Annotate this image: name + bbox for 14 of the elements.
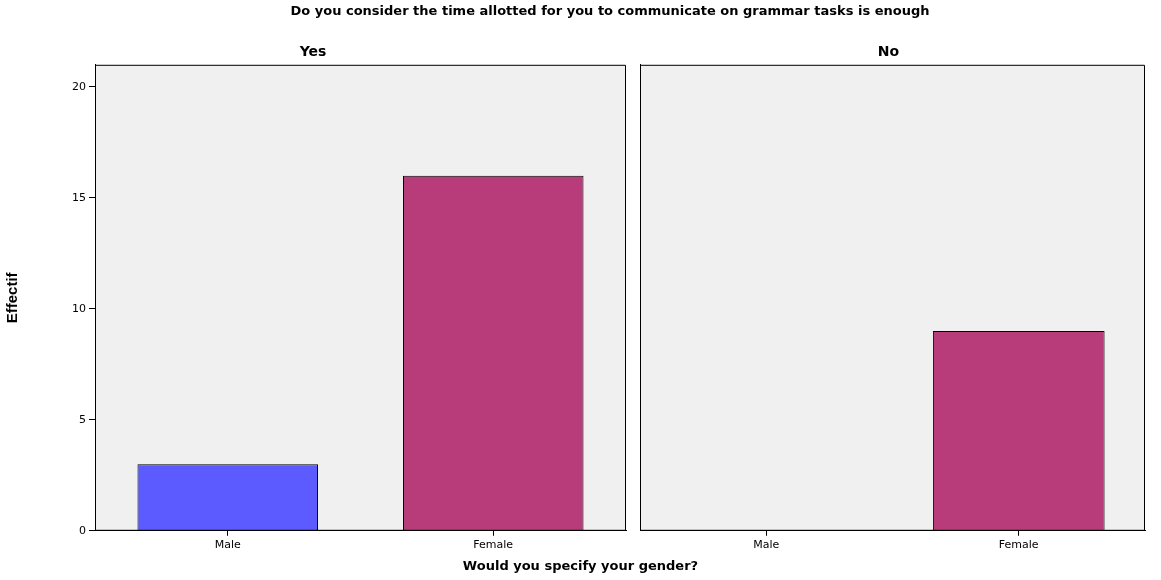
y-tick-label: 10 (72, 301, 86, 315)
y-axis-title: Effectif (3, 271, 21, 324)
chart-title: Do you consider the time allotted for you to communicate on grammar tasks is enough (289, 3, 931, 18)
x-tick-label: Female (998, 538, 1039, 552)
chart-subtitle: Yes (298, 43, 327, 60)
y-tick-label: 15 (72, 190, 86, 204)
y-tick-label: 0 (79, 523, 86, 537)
y-tick-label: 5 (79, 412, 86, 426)
y-tick-label: 20 (72, 79, 86, 93)
x-axis-title: Would you specify your gender? (461, 558, 700, 573)
x-tick-label: Male (753, 538, 780, 552)
x-tick-label: Male (214, 538, 242, 552)
chart-subtitle: No (877, 43, 900, 60)
x-tick-label: Female (473, 538, 514, 552)
